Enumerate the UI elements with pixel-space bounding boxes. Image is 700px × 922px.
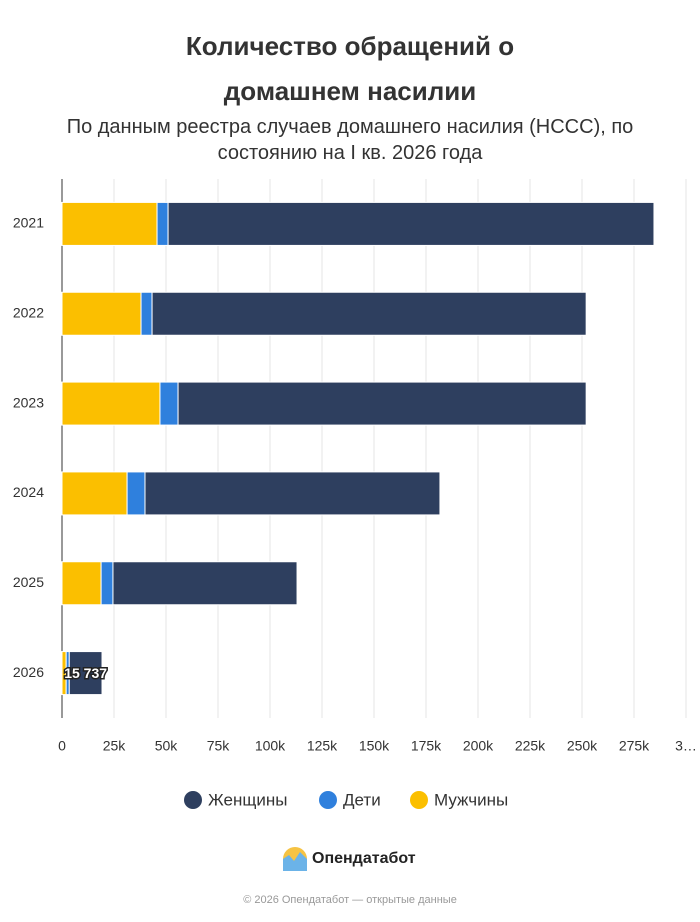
bar-segment — [177, 381, 587, 426]
bar-segment — [112, 561, 298, 606]
bar-segment — [159, 381, 179, 426]
x-tick-label: 50k — [155, 738, 179, 754]
y-tick-label: 2022 — [13, 304, 44, 320]
bar-segment — [100, 561, 114, 606]
x-tick-label: 150k — [359, 738, 390, 754]
bar-segment — [144, 471, 441, 516]
legend-marker — [184, 791, 202, 809]
y-tick-label: 2021 — [13, 215, 44, 231]
legend-label: Женщины — [208, 790, 287, 809]
y-tick-label: 2023 — [13, 394, 44, 410]
x-tick-label: 25k — [103, 738, 127, 754]
bar-segment — [61, 561, 102, 606]
legend-label: Дети — [343, 790, 381, 809]
bar-segment — [156, 201, 169, 246]
x-tick-label: 0 — [58, 738, 66, 754]
x-tick-label: 175k — [411, 738, 442, 754]
bar-segment — [61, 291, 142, 336]
x-tick-label: 250k — [567, 738, 598, 754]
legend-marker — [319, 791, 337, 809]
brand: Опендатабот — [312, 850, 416, 867]
bar-segment — [140, 291, 153, 336]
legend-label: Мужчины — [434, 790, 508, 809]
x-tick-label: 200k — [463, 738, 494, 754]
chart-title: Количество обращений о домашнем насилии — [185, 31, 515, 106]
bar-segment — [126, 471, 146, 516]
brand-logo-wave — [283, 852, 307, 871]
bar-segment — [167, 201, 655, 246]
x-tick-label: 125k — [307, 738, 338, 754]
y-tick-label: 2025 — [13, 574, 44, 590]
chart-subtitle: По данным реестра случаев домашнего наси… — [66, 116, 634, 164]
bar-segment — [151, 291, 587, 336]
bar-segment — [61, 471, 128, 516]
bar-segment — [68, 651, 103, 696]
bar-segment — [61, 201, 158, 246]
x-tick-label: 100k — [255, 738, 286, 754]
bar-segment — [61, 381, 161, 426]
x-tick-label: 3… — [675, 738, 697, 754]
x-tick-label: 75k — [207, 738, 231, 754]
data-label: 15 737 — [64, 665, 107, 681]
y-tick-label: 2024 — [13, 484, 44, 500]
x-tick-label: 275k — [619, 738, 650, 754]
y-tick-label: 2026 — [13, 664, 44, 680]
copyright: © 2026 Опендатабот — открытые данные — [243, 894, 457, 906]
x-tick-label: 225k — [515, 738, 546, 754]
legend-marker — [410, 791, 428, 809]
